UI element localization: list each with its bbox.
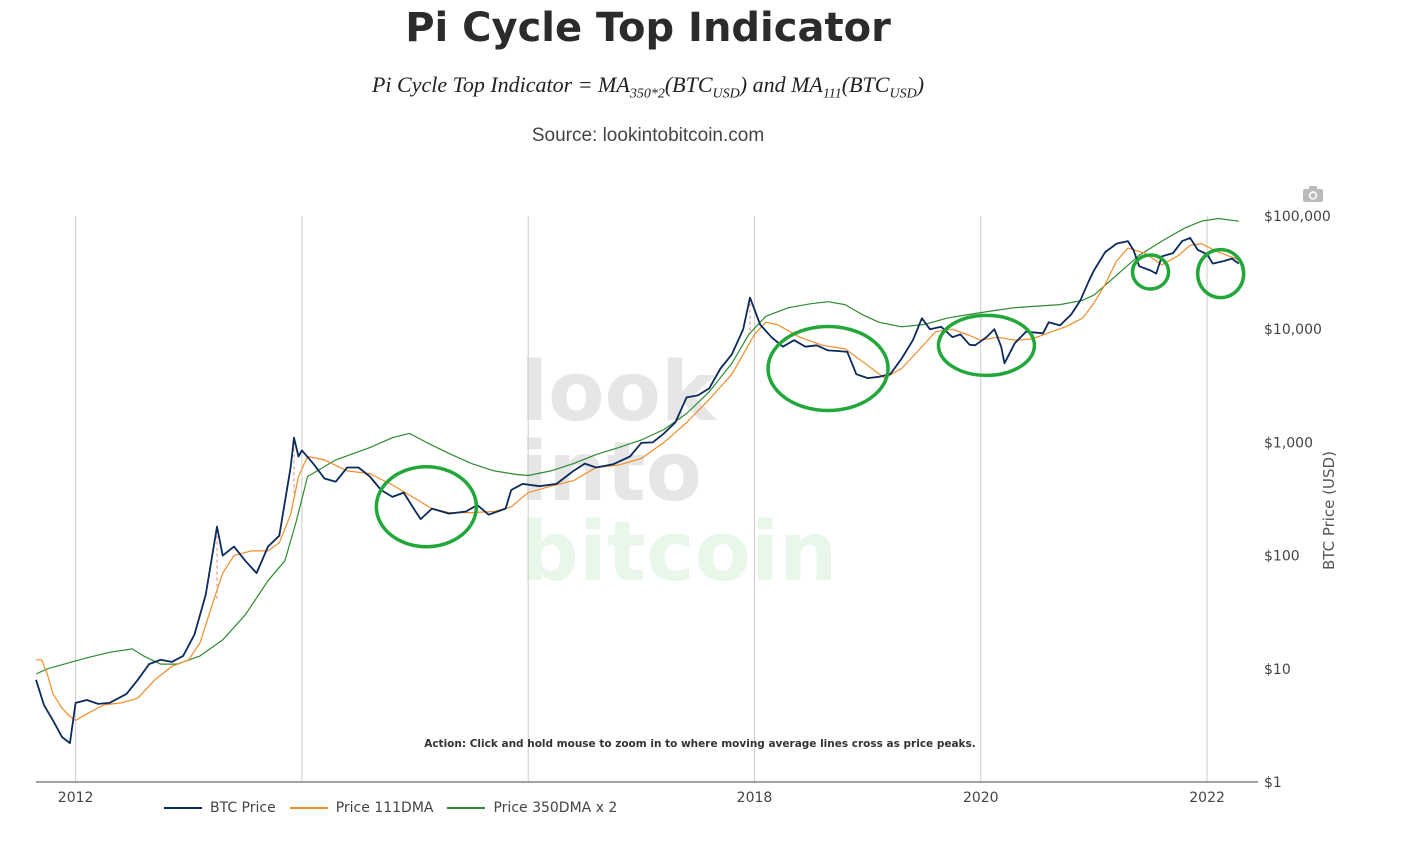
watermark: look into bitcoin [520, 345, 837, 600]
action-hint: Action: Click and hold mouse to zoom in … [424, 738, 976, 750]
annotation-circle-1 [766, 324, 890, 413]
annotation-circles [374, 247, 1246, 549]
y-tick-label-10000: $10,000 [1264, 322, 1322, 338]
legend-swatch-111dma [289, 807, 328, 809]
annotation-circle-3 [1130, 253, 1171, 291]
x-tick-label-2020: 2020 [963, 790, 999, 806]
formula-mid-2: (BTC [841, 72, 890, 97]
y-tick-label-10: $10 [1264, 662, 1291, 678]
y-tick-label-100: $100 [1264, 549, 1300, 565]
formula-sub-usd-2: USD [889, 86, 917, 102]
legend-swatch-btc [164, 807, 202, 809]
formula: Pi Cycle Top Indicator = MA350*2(BTCUSD)… [0, 72, 1296, 102]
annotation-circle-2 [936, 313, 1037, 378]
tick-labels: 2012 2018 2020 2022 $100,000 $10,000 $1,000 $10… [58, 209, 1331, 806]
x-tick-label-2018: 2018 [737, 790, 773, 806]
formula-and: ) and MA [739, 72, 823, 97]
formula-prefix: Pi Cycle Top Indicator = MA [371, 72, 630, 97]
annotation-circle-4 [1195, 247, 1246, 300]
y-tick-label-100000: $100,000 [1264, 209, 1331, 225]
camera-icon[interactable] [1302, 185, 1324, 203]
source-text: Source: lookintobitcoin.com [531, 125, 765, 146]
legend-btc-price[interactable]: BTC Price [164, 800, 276, 816]
page-title: Pi Cycle Top Indicator [405, 5, 891, 51]
x-tick-label-2012: 2012 [58, 790, 94, 806]
formula-mid: (BTC [664, 72, 713, 97]
y-axis-label: BTC Price (USD) [1320, 451, 1338, 570]
legend-111dma[interactable]: Price 111DMA [289, 800, 434, 816]
formula-sub-350: 350*2 [629, 86, 665, 102]
series-line-2 [35, 217, 1239, 675]
y-tick-label-1: $1 [1264, 775, 1282, 791]
series-line-0 [35, 237, 1240, 745]
watermark-into: into [520, 425, 702, 520]
legend-350dma[interactable]: Price 350DMA x 2 [447, 800, 617, 816]
legend-label-111dma: Price 111DMA [335, 800, 434, 816]
legend: BTC Price Price 111DMA Price 350DMA x 2 [164, 800, 617, 816]
watermark-bitcoin: bitcoin [520, 505, 837, 600]
y-tick-label-1000: $1,000 [1264, 435, 1313, 451]
legend-swatch-350dma [447, 807, 486, 809]
formula-sub-111: 111 [822, 86, 842, 102]
legend-label-350dma: Price 350DMA x 2 [493, 800, 618, 816]
annotation-circle-0 [374, 465, 479, 549]
legend-label-btc: BTC Price [210, 800, 276, 816]
formula-sub-usd-1: USD [712, 86, 740, 102]
series-lines [35, 217, 1240, 745]
formula-end: ) [916, 72, 925, 97]
x-tick-label-2022: 2022 [1189, 790, 1225, 806]
